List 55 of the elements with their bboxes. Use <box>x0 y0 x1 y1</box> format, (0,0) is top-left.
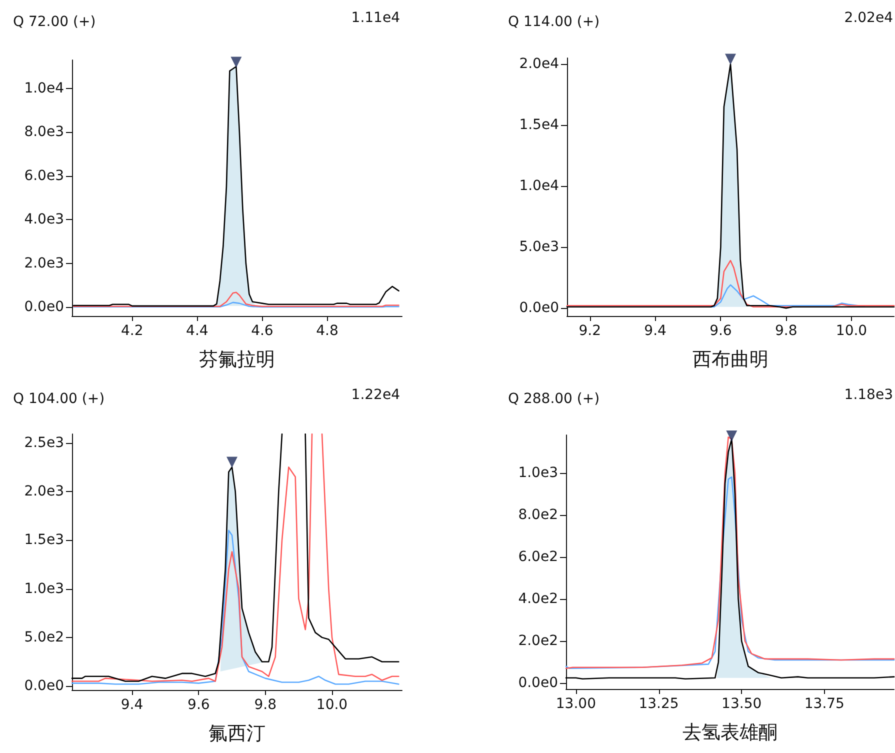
y-tick-label: 1.5e3 <box>24 532 64 548</box>
x-tick-label: 9.2 <box>578 323 602 339</box>
y-tick-label: 8.0e2 <box>518 506 558 523</box>
x-tick-label: 10.0 <box>316 697 348 713</box>
y-tick-label: 1.0e3 <box>24 580 64 597</box>
y-tick-label: 2.0e2 <box>518 633 558 650</box>
y-tick-label: 0.0e0 <box>24 299 64 316</box>
y-tick-label: 1.5e4 <box>519 117 560 134</box>
y-tick-label: 0.0e0 <box>24 678 64 694</box>
y-tick-label: 2.0e3 <box>24 483 64 500</box>
text: 1.18e3 <box>844 387 893 403</box>
y-tick-label: 1.0e3 <box>518 464 558 481</box>
x-tick-label: 13.75 <box>804 696 844 712</box>
y-tick-label: 5.0e3 <box>519 239 559 256</box>
line-series <box>72 292 400 308</box>
text: 1.22e4 <box>351 387 400 403</box>
x-axis-title: 芬氟拉明 <box>199 348 275 370</box>
y-tick-label: 0.0e0 <box>519 300 559 316</box>
text: 2.02e4 <box>844 10 894 26</box>
chart-title: Q 72.00 (+) <box>13 14 96 30</box>
y-tick-label: 5.0e2 <box>24 629 64 646</box>
y-tick-label: 6.0e2 <box>518 548 558 565</box>
line-series <box>566 260 895 308</box>
y-tick-label: 4.0e3 <box>24 212 64 228</box>
y-tick-label: 0.0e0 <box>518 675 558 692</box>
chart-title: Q 104.00 (+) <box>13 391 105 407</box>
x-tick-label: 13.25 <box>638 696 679 712</box>
x-tick-label: 9.4 <box>120 697 144 713</box>
y-tick-label: 8.0e3 <box>24 124 64 140</box>
y-tick-label: 2.0e4 <box>519 56 560 72</box>
line-series <box>71 530 400 685</box>
x-tick-label: 4.4 <box>186 323 208 339</box>
x-axis-title: 西布曲明 <box>692 348 768 370</box>
chart-title: Q 288.00 (+) <box>508 391 600 407</box>
x-axis-title: 氟西汀 <box>208 722 266 744</box>
y-tick-label: 2.0e3 <box>24 255 64 272</box>
x-tick-label: 9.6 <box>188 697 210 713</box>
y-tick-label: 4.0e2 <box>518 591 558 608</box>
x-tick-label: 4.6 <box>251 323 274 339</box>
y-tick-label: 6.0e3 <box>24 168 64 184</box>
x-tick-label: 10.0 <box>836 323 868 339</box>
text: 1.11e4 <box>351 10 400 26</box>
chart-title: Q 114.00 (+) <box>508 14 600 30</box>
y-tick-label: 1.0e4 <box>24 80 64 96</box>
x-tick-label: 9.8 <box>254 697 276 713</box>
y-tick-label: 1.0e4 <box>519 178 560 194</box>
y-tick-label: 2.5e3 <box>24 434 64 451</box>
x-tick-label: 4.2 <box>121 323 144 339</box>
x-tick-label: 9.4 <box>644 323 667 339</box>
x-axis-title: 去氢表雄酮 <box>682 722 778 744</box>
x-tick-label: 13.00 <box>556 696 596 712</box>
x-tick-label: 9.8 <box>774 323 798 339</box>
x-tick-label: 9.6 <box>710 323 732 339</box>
x-tick-label: 13.50 <box>722 696 762 712</box>
x-tick-label: 4.8 <box>316 323 338 339</box>
